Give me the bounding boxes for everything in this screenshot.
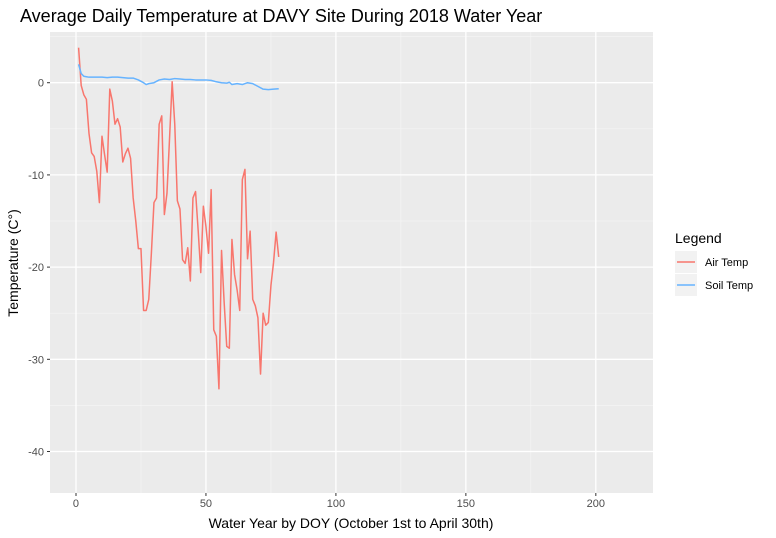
- legend-title: Legend: [675, 230, 722, 246]
- y-tick-label: -10: [28, 170, 44, 182]
- chart-title: Average Daily Temperature at DAVY Site D…: [20, 6, 542, 26]
- plot-panel: [50, 32, 653, 493]
- legend-label-soil-temp: Soil Temp: [705, 280, 753, 292]
- x-tick-label: 200: [587, 498, 605, 510]
- y-tick-label: -20: [28, 262, 44, 274]
- series-line-soil-temp: [77, 64, 279, 91]
- series-layer: [77, 47, 280, 390]
- y-axis-ticks: -40 -30 -20 -10 0: [28, 78, 50, 459]
- x-tick-label: 150: [457, 498, 475, 510]
- x-tick-label: 0: [73, 498, 79, 510]
- y-axis-title: Temperature (C°): [5, 209, 21, 317]
- legend-label-air-temp: Air Temp: [705, 257, 748, 269]
- x-axis-title: Water Year by DOY (October 1st to April …: [209, 515, 494, 531]
- minor-gridlines: [50, 32, 653, 493]
- y-tick-label: 0: [38, 78, 44, 90]
- legend: Legend Air Temp Soil Temp: [675, 230, 753, 296]
- x-axis-ticks: 0 50 100 150 200: [73, 493, 605, 510]
- series-line-air-temp: [77, 47, 280, 390]
- x-tick-label: 50: [200, 498, 212, 510]
- x-tick-label: 100: [327, 498, 345, 510]
- y-tick-label: -30: [28, 354, 44, 366]
- y-tick-label: -40: [28, 447, 44, 459]
